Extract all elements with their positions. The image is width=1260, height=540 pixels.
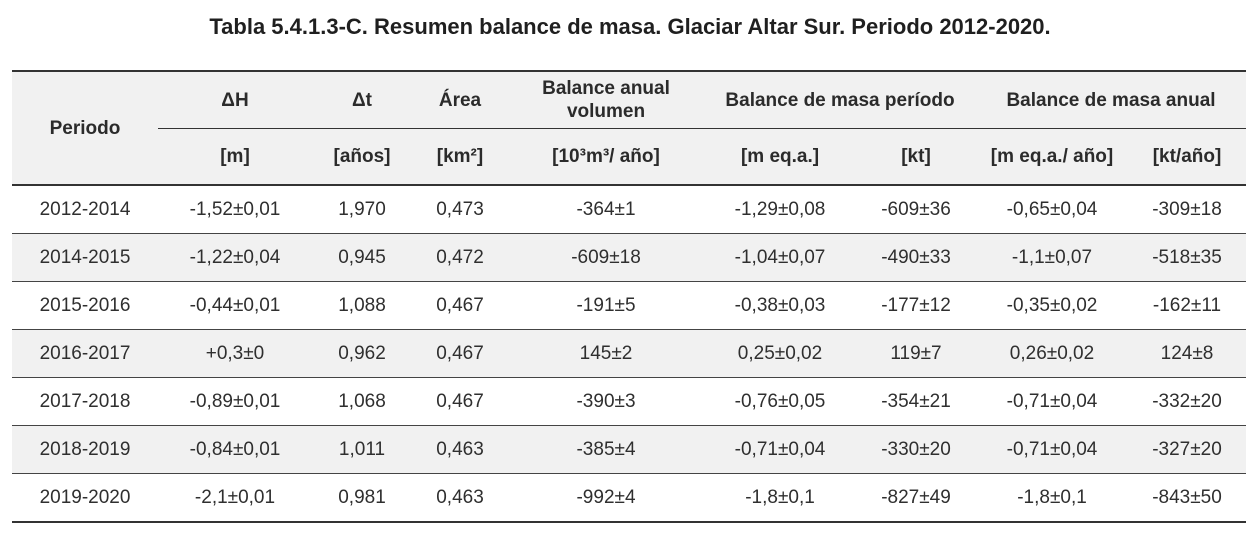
- cell-anual-m-eqa: -0,71±0,04: [976, 425, 1128, 474]
- table-row: 2017-2018 -0,89±0,01 1,068 0,467 -390±3 …: [12, 378, 1247, 426]
- cell-anual-kt: -309±18: [1152, 198, 1222, 220]
- cell-periodo: 2018-2019: [12, 425, 158, 474]
- cell-delta-h: +0,3±0: [158, 329, 312, 378]
- cell-periodo-kt: -354±21: [881, 390, 951, 412]
- cell-anual-m-eqa: -0,71±0,04: [1006, 390, 1098, 412]
- cell-area: 0,463: [436, 486, 484, 508]
- cell-area: 0,463: [412, 425, 508, 474]
- table-row: 2015-2016 -0,44±0,01 1,088 0,467 -191±5 …: [12, 282, 1247, 330]
- table-row: 2018-2019 -0,84±0,01 1,011 0,463 -385±4 …: [12, 425, 1247, 474]
- cell-anual-m-eqa: -1,8±0,1: [1017, 486, 1087, 508]
- cell-area: 0,472: [412, 233, 508, 282]
- cell-balance-anual-volumen: -364±1: [576, 198, 636, 220]
- cell-periodo: 2019-2020: [39, 486, 131, 508]
- unit-anual-kt: [kt/año]: [1128, 128, 1247, 185]
- table-row: 2019-2020 -2,1±0,01 0,981 0,463 -992±4 -…: [12, 474, 1247, 522]
- cell-delta-t: 1,068: [338, 390, 386, 412]
- cell-delta-t: 1,970: [338, 198, 386, 220]
- unit-periodo-m-eqa: [m eq.a.]: [704, 128, 856, 185]
- table-row: 2012-2014 -1,52±0,01 1,970 0,473 -364±1 …: [12, 185, 1247, 234]
- cell-periodo-m-eqa: -1,8±0,1: [745, 486, 815, 508]
- table-title: Tabla 5.4.1.3-C. Resumen balance de masa…: [209, 14, 1051, 39]
- cell-periodo-kt: -177±12: [881, 294, 951, 316]
- cell-periodo-m-eqa: -1,04±0,07: [704, 233, 856, 282]
- header-balance-masa-periodo: Balance de masa período: [704, 71, 976, 129]
- header-row-units: [m] [años] [km²] [10³m³/ año] [m eq.a.] …: [12, 128, 1247, 185]
- header-balance-masa-anual: Balance de masa anual: [976, 71, 1247, 129]
- header-delta-t: Δt: [312, 71, 412, 129]
- cell-balance-anual-volumen: -385±4: [508, 425, 704, 474]
- cell-anual-m-eqa: -1,1±0,07: [976, 233, 1128, 282]
- cell-periodo-kt: -609±36: [881, 198, 951, 220]
- cell-delta-h: -1,52±0,01: [189, 198, 281, 220]
- cell-delta-h: -0,89±0,01: [189, 390, 281, 412]
- cell-anual-m-eqa: 0,26±0,02: [976, 329, 1128, 378]
- cell-periodo: 2017-2018: [39, 390, 131, 412]
- cell-periodo-kt: 119±7: [856, 329, 976, 378]
- cell-periodo-m-eqa: -0,76±0,05: [734, 390, 826, 412]
- cell-delta-t: 0,945: [312, 233, 412, 282]
- cell-periodo-kt: -827±49: [881, 486, 951, 508]
- table-row: 2016-2017 +0,3±0 0,962 0,467 145±2 0,25±…: [12, 329, 1247, 378]
- header-delta-h: ΔH: [158, 71, 312, 129]
- cell-periodo: 2012-2014: [39, 198, 131, 220]
- cell-area: 0,467: [412, 329, 508, 378]
- cell-periodo-m-eqa: -1,29±0,08: [734, 198, 826, 220]
- mass-balance-table: Periodo ΔH Δt Área Balance anual volumen…: [12, 70, 1247, 523]
- cell-periodo: 2014-2015: [12, 233, 158, 282]
- cell-periodo-kt: -330±20: [856, 425, 976, 474]
- cell-area: 0,467: [436, 390, 484, 412]
- cell-anual-kt: -327±20: [1128, 425, 1247, 474]
- cell-delta-t: 1,011: [312, 425, 412, 474]
- unit-area: [km²]: [412, 128, 508, 185]
- cell-delta-t: 0,981: [338, 486, 386, 508]
- cell-delta-h: -2,1±0,01: [194, 486, 276, 508]
- cell-delta-h: -0,44±0,01: [189, 294, 281, 316]
- cell-delta-t: 1,088: [338, 294, 386, 316]
- cell-delta-t: 0,962: [312, 329, 412, 378]
- cell-anual-m-eqa: -0,65±0,04: [1006, 198, 1098, 220]
- cell-anual-m-eqa: -0,35±0,02: [1006, 294, 1098, 316]
- cell-delta-h: -1,22±0,04: [158, 233, 312, 282]
- header-periodo: Periodo: [12, 71, 158, 185]
- cell-periodo-m-eqa: -0,38±0,03: [734, 294, 826, 316]
- cell-anual-kt: -518±35: [1128, 233, 1247, 282]
- table-row: 2014-2015 -1,22±0,04 0,945 0,472 -609±18…: [12, 233, 1247, 282]
- table-body: 2012-2014 -1,52±0,01 1,970 0,473 -364±1 …: [12, 185, 1247, 522]
- cell-anual-kt: -843±50: [1152, 486, 1222, 508]
- cell-area: 0,473: [436, 198, 484, 220]
- unit-periodo-kt: [kt]: [856, 128, 976, 185]
- cell-balance-anual-volumen: -992±4: [576, 486, 636, 508]
- cell-area: 0,467: [436, 294, 484, 316]
- unit-anual-m-eqa: [m eq.a./ año]: [976, 128, 1128, 185]
- cell-anual-kt: 124±8: [1128, 329, 1247, 378]
- cell-periodo: 2015-2016: [39, 294, 131, 316]
- cell-balance-anual-volumen: 145±2: [508, 329, 704, 378]
- header-balance-anual-volumen: Balance anual volumen: [508, 71, 704, 129]
- cell-anual-kt: -162±11: [1152, 294, 1222, 316]
- unit-balance-anual-volumen: [10³m³/ año]: [508, 128, 704, 185]
- cell-balance-anual-volumen: -390±3: [576, 390, 636, 412]
- header-row-1: Periodo ΔH Δt Área Balance anual volumen…: [12, 71, 1247, 185]
- cell-anual-kt: -332±20: [1152, 390, 1222, 412]
- table-header: Periodo ΔH Δt Área Balance anual volumen…: [12, 71, 1247, 185]
- unit-delta-h: [m]: [158, 128, 312, 185]
- cell-periodo-m-eqa: -0,71±0,04: [704, 425, 856, 474]
- cell-balance-anual-volumen: -609±18: [508, 233, 704, 282]
- cell-delta-h: -0,84±0,01: [158, 425, 312, 474]
- cell-periodo: 2016-2017: [12, 329, 158, 378]
- cell-periodo-m-eqa: 0,25±0,02: [704, 329, 856, 378]
- cell-periodo-kt: -490±33: [856, 233, 976, 282]
- unit-delta-t: [años]: [312, 128, 412, 185]
- header-area: Área: [412, 71, 508, 129]
- cell-balance-anual-volumen: -191±5: [576, 294, 636, 316]
